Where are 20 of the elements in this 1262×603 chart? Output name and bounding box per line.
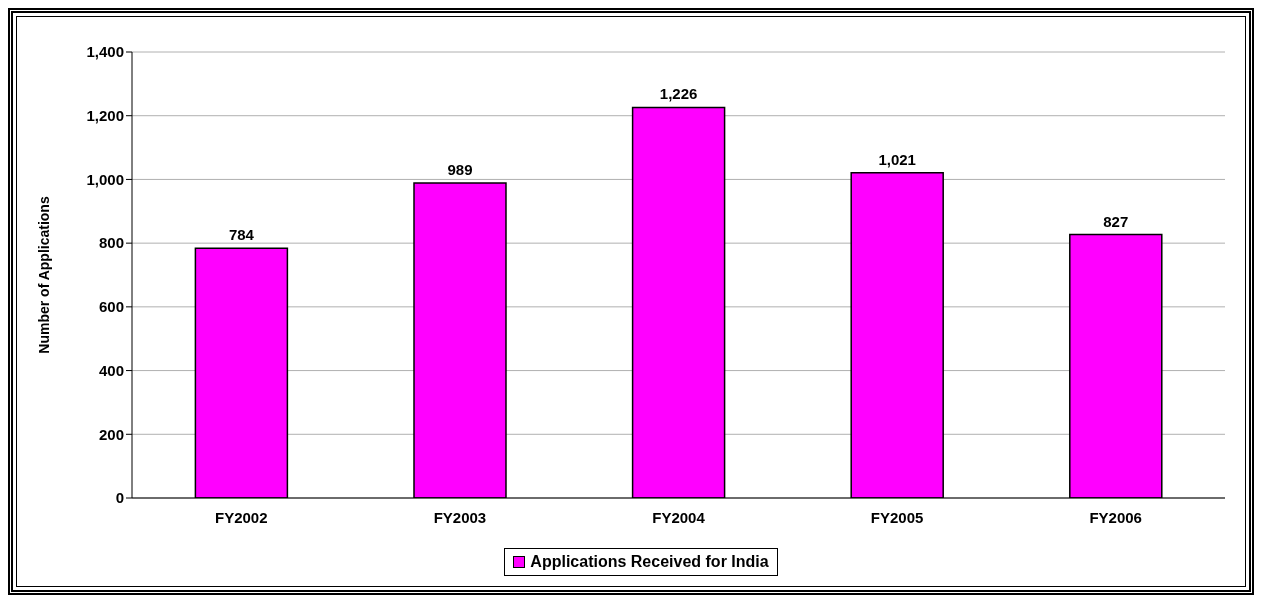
data-label: 1,021	[878, 150, 916, 168]
data-label: 1,226	[659, 85, 698, 103]
y-axis-title: Number of Applications	[35, 196, 52, 354]
data-label: 989	[447, 160, 473, 178]
y-tick-label: 200	[98, 425, 124, 443]
x-tick-label: FY2003	[433, 508, 487, 526]
y-tick-label: 800	[98, 234, 124, 252]
y-tick-label: 1,000	[86, 170, 124, 188]
y-tick-label: 0	[115, 489, 124, 507]
legend-label: Applications Received for India	[529, 553, 769, 571]
x-tick-label: FY2006	[1089, 508, 1142, 526]
x-tick-label: FY2005	[870, 508, 924, 526]
y-tick-label: 400	[98, 361, 124, 379]
y-tick-label: 1,400	[86, 43, 124, 61]
y-tick-label: 600	[98, 298, 124, 316]
y-tick-label: 1,200	[86, 107, 124, 125]
data-label: 827	[1103, 212, 1129, 230]
x-tick-label: FY2004	[652, 508, 706, 526]
data-label: 784	[228, 226, 255, 244]
x-tick-label: FY2002	[215, 508, 268, 526]
